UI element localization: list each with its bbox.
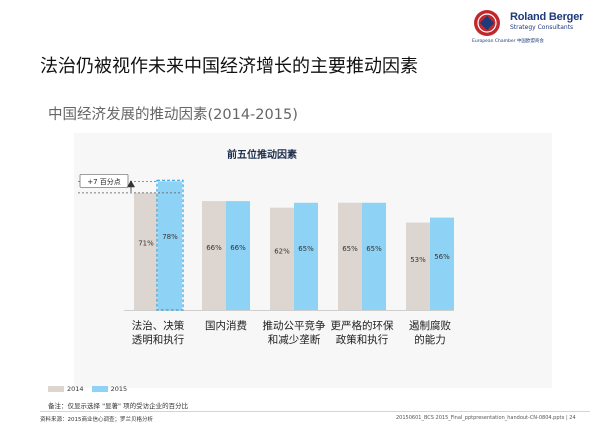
data-label-2014-1: 71% [138, 240, 154, 248]
legend-swatch-2014 [48, 386, 64, 392]
logo-tagline: Strategy Consultants [510, 24, 574, 31]
chart-panel: 前五位推动因素 71% 66% 62% 65% 53% 78% 66% 65% 65% 56% +7 … [74, 133, 552, 388]
category-label-5-line-1: 遏制腐败 [409, 319, 451, 332]
data-label-2014-3: 62% [274, 248, 290, 256]
chart-title: 前五位推动因素 [227, 148, 297, 161]
bar-2014-5 [406, 222, 430, 310]
chamber-emblem-icon [474, 10, 500, 36]
data-label-2015-2: 66% [230, 244, 246, 252]
legend-label-2014: 2014 [67, 385, 84, 393]
category-label-2-line-1: 国内消费 [205, 319, 247, 332]
source-note: 资料来源：2015商业信心调查；罗兰贝格分析 [40, 417, 153, 423]
category-label-3-line-1: 推动公平竞争 [263, 319, 326, 332]
legend-item-2014: 2014 [48, 385, 86, 393]
legend-item-2015: 2015 [91, 385, 128, 393]
annotation-text: +7 百分点 [87, 177, 121, 186]
page-title: 法治仍被视作未来中国经济增长的主要推动因素 [40, 56, 418, 77]
logo-brand-text: Roland Berger [510, 11, 584, 23]
data-label-2015-3: 65% [298, 245, 314, 253]
category-label-1-line-1: 法治、决策 [132, 319, 185, 332]
data-label-2015-5: 56% [434, 253, 450, 261]
category-label-5-line-2: 的能力 [414, 333, 446, 346]
bar-2015-4 [362, 202, 386, 310]
bar-2015-5 [430, 217, 454, 310]
category-label-4-line-1: 更严格的环保 [331, 319, 394, 332]
bar-chart: 前五位推动因素 71% 66% 62% 65% 53% 78% 66% 65% 65% 56% +7 … [78, 148, 454, 346]
data-label-2015-1: 78% [162, 233, 178, 241]
legend-swatch-2015 [91, 386, 108, 392]
annotation-arrow-head [127, 180, 135, 188]
annotation-box [79, 173, 129, 188]
chart-legend: 2014 2015 [48, 385, 133, 393]
bar-2014-1 [134, 192, 158, 310]
highlight-box [156, 179, 184, 311]
bar-2014-4 [338, 202, 362, 310]
footer-divider [40, 411, 590, 412]
data-label-2015-4: 65% [366, 245, 382, 253]
data-label-2014-4: 65% [342, 245, 358, 253]
data-label-2014-2: 66% [206, 244, 222, 252]
bar-2015-1 [158, 181, 182, 310]
data-label-2014-5: 53% [410, 256, 426, 264]
legend-label-2015: 2015 [110, 385, 128, 393]
logo-chamber-text: European Chamber 中国欧盟商会 [472, 39, 544, 44]
bar-2014-3 [270, 207, 294, 310]
category-label-3-line-2: 和减少垄断 [268, 333, 321, 346]
category-label-4-line-2: 政策和执行 [336, 333, 389, 346]
bar-2015-3 [294, 202, 318, 310]
bar-2014-2 [202, 201, 226, 310]
bar-2015-2 [226, 201, 250, 310]
category-label-1-line-2: 透明和执行 [132, 333, 185, 346]
chart-note: 备注：仅显示选择 "显著" 项的受访企业的百分比 [48, 402, 189, 410]
roland-berger-logo: Roland Berger Strategy Consultants Europ… [472, 6, 612, 44]
file-reference: 20150601_BCS 2015_Final_pptpresentation_… [396, 415, 576, 421]
page-subtitle: 中国经济发展的推动因素(2014-2015) [48, 107, 298, 123]
